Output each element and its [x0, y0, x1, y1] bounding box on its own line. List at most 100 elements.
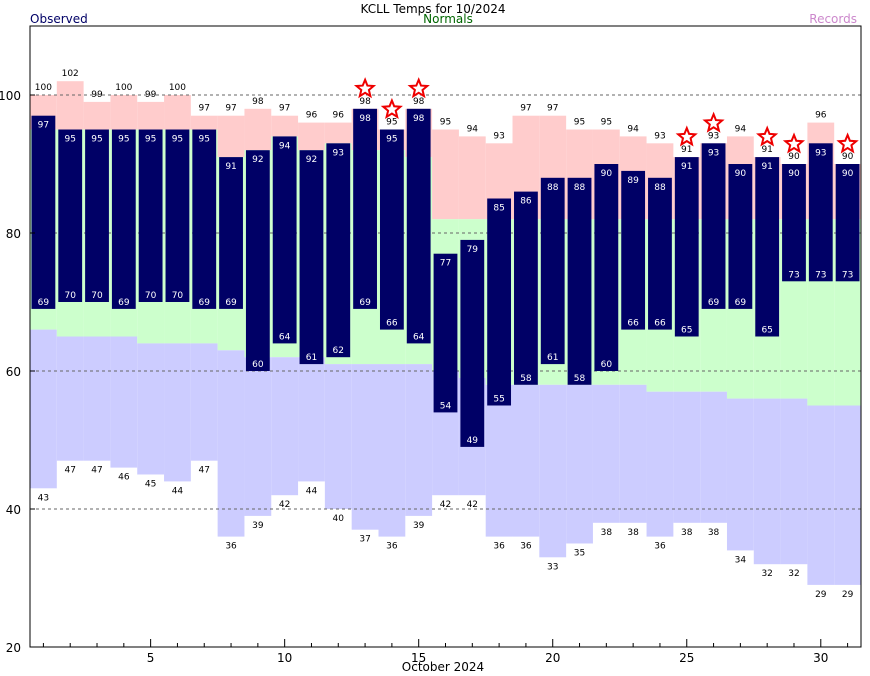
record-high-label: 98: [252, 97, 264, 107]
record-low-label: 34: [735, 555, 747, 565]
observed-low-label: 65: [681, 326, 692, 336]
observed-high-label: 92: [252, 155, 263, 165]
axes: 20 40 60 80 100 5 10 15 20 25 30: [0, 89, 849, 665]
record-high-label: 90: [788, 152, 800, 162]
record-low-band: [30, 329, 57, 489]
observed-low-label: 58: [520, 374, 532, 384]
record-low-label: 33: [547, 562, 558, 572]
observed-low-label: 69: [225, 298, 237, 308]
record-high-label: 94: [467, 124, 479, 134]
x-tick-label: 20: [545, 651, 560, 665]
observed-bar: [648, 177, 672, 330]
observed-high-label: 95: [91, 135, 102, 145]
record-low-label: 40: [333, 514, 345, 524]
record-low-label: 37: [359, 535, 370, 545]
record-high-band: [271, 115, 299, 137]
record-low-band: [56, 336, 84, 461]
observed-high-label: 95: [199, 135, 210, 145]
observed-low-label: 69: [359, 298, 371, 308]
x-tick-label: 25: [679, 651, 694, 665]
record-low-label: 44: [306, 486, 318, 496]
observed-high-label: 90: [788, 169, 800, 179]
observed-high-label: 93: [333, 148, 344, 158]
record-low-label: 36: [493, 542, 505, 552]
observed-low-label: 64: [279, 332, 291, 342]
record-high-label: 95: [574, 118, 585, 128]
observed-low-label: 73: [815, 270, 826, 280]
y-tick-label: 80: [6, 227, 21, 241]
observed-bar: [460, 239, 485, 447]
record-high-label: 100: [35, 83, 52, 93]
observed-low-label: 73: [788, 270, 799, 280]
record-high-label: 90: [842, 152, 854, 162]
observed-bar: [219, 157, 243, 309]
x-axis-label: October 2024: [402, 660, 484, 674]
record-high-label: 95: [440, 118, 451, 128]
observed-bar: [192, 129, 217, 309]
record-low-label: 29: [815, 590, 827, 600]
record-high-label: 100: [115, 83, 132, 93]
observed-low-label: 55: [493, 395, 504, 405]
record-high-label: 93: [493, 131, 504, 141]
record-low-band: [83, 336, 111, 461]
observed-bar: [272, 136, 297, 344]
observed-low-label: 66: [627, 319, 639, 329]
record-high-band: [56, 81, 84, 130]
observed-bar: [540, 177, 565, 365]
observed-low-label: 69: [199, 298, 211, 308]
observed-low-label: 60: [601, 360, 613, 370]
record-star-icon: [756, 125, 779, 147]
observed-bar: [58, 129, 83, 302]
record-low-label: 44: [172, 486, 184, 496]
record-high-band: [324, 122, 352, 144]
record-high-label: 94: [735, 124, 747, 134]
observed-high-label: 93: [708, 148, 719, 158]
record-high-band: [217, 115, 245, 158]
observed-bar: [487, 198, 512, 406]
record-low-label: 45: [145, 480, 156, 490]
observed-high-label: 91: [761, 162, 772, 172]
observed-high-label: 91: [681, 162, 692, 172]
x-tick-label: 5: [147, 651, 155, 665]
observed-high-label: 88: [654, 183, 666, 193]
observed-low-label: 70: [91, 291, 103, 301]
observed-bar: [31, 115, 56, 309]
record-star-icon: [353, 77, 377, 99]
record-high-band: [244, 108, 272, 151]
observed-low-label: 66: [654, 319, 666, 329]
observed-bar: [755, 157, 780, 337]
record-low-band: [190, 343, 218, 461]
record-low-band: [405, 364, 433, 516]
observed-high-label: 88: [574, 183, 586, 193]
record-low-label: 43: [38, 493, 49, 503]
record-high-label: 96: [306, 111, 318, 121]
observed-low-label: 70: [145, 291, 157, 301]
x-tick-label: 30: [813, 651, 828, 665]
observed-bar: [514, 191, 538, 385]
observed-bar: [245, 150, 270, 371]
record-low-label: 36: [386, 542, 398, 552]
observed-high-label: 85: [493, 204, 504, 214]
record-high-label: 97: [547, 104, 558, 114]
record-low-label: 36: [520, 542, 532, 552]
observed-high-label: 79: [467, 245, 479, 255]
observed-high-label: 93: [815, 148, 826, 158]
observed-low-label: 70: [172, 291, 184, 301]
record-high-band: [110, 95, 138, 130]
legend-normals: Normals: [423, 12, 473, 26]
chart-title: KCLL Temps for 10/2024: [361, 2, 506, 16]
observed-low-label: 69: [38, 298, 50, 308]
record-high-band: [164, 95, 191, 130]
observed-bar: [594, 164, 619, 371]
record-low-label: 47: [64, 466, 75, 476]
observed-bar: [353, 108, 377, 309]
record-low-band: [834, 405, 861, 585]
record-low-band: [753, 398, 781, 565]
x-tick-label: 10: [277, 651, 292, 665]
record-low-band: [378, 364, 406, 537]
record-high-label: 94: [627, 124, 639, 134]
record-high-label: 102: [62, 69, 79, 79]
record-low-label: 47: [91, 466, 102, 476]
observed-low-label: 70: [64, 291, 76, 301]
y-tick-label: 40: [6, 503, 21, 517]
